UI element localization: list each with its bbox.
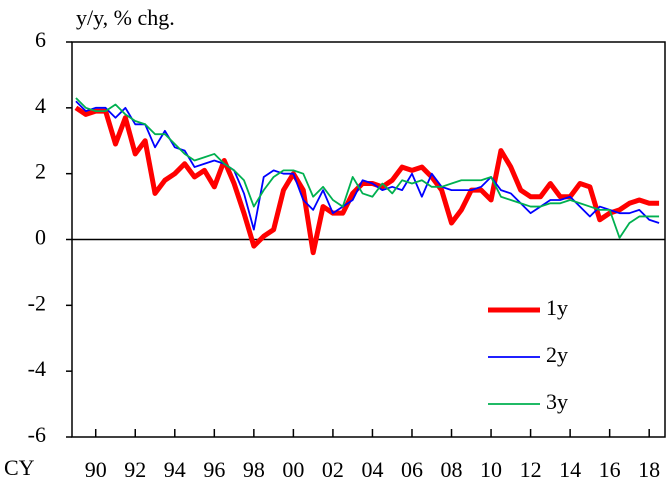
x-tick-label: 96 bbox=[203, 457, 225, 482]
x-tick-label: 04 bbox=[361, 457, 383, 482]
series-line bbox=[74, 105, 660, 256]
series-line bbox=[75, 100, 660, 231]
y-axis-label: y/y, % chg. bbox=[76, 5, 175, 30]
y-tick-label: 0 bbox=[35, 225, 46, 250]
y-tick-label: 4 bbox=[35, 93, 46, 118]
x-tick-label: 98 bbox=[243, 457, 265, 482]
x-tick-label: 08 bbox=[441, 457, 463, 482]
legend-label: 1y bbox=[546, 295, 568, 320]
y-tick-label: 6 bbox=[35, 27, 46, 52]
y-tick-label: -2 bbox=[28, 290, 46, 315]
x-tick-label: 00 bbox=[282, 457, 304, 482]
x-tick-label: 14 bbox=[559, 457, 581, 482]
x-tick-label: 92 bbox=[124, 457, 146, 482]
series-line bbox=[75, 97, 660, 239]
legend-label: 2y bbox=[546, 342, 568, 367]
y-tick-label: 2 bbox=[35, 159, 46, 184]
y-tick-label: -6 bbox=[28, 422, 46, 447]
x-tick-label: 12 bbox=[520, 457, 542, 482]
x-tick-label: 16 bbox=[599, 457, 621, 482]
x-tick-label: 90 bbox=[85, 457, 107, 482]
x-tick-label: 02 bbox=[322, 457, 344, 482]
legend-label: 3y bbox=[546, 389, 568, 414]
x-tick-label: 18 bbox=[638, 457, 660, 482]
x-tick-label: 06 bbox=[401, 457, 423, 482]
y-tick-label: -4 bbox=[28, 356, 46, 381]
x-axis-label: CY bbox=[4, 455, 35, 480]
x-tick-label: 94 bbox=[164, 457, 186, 482]
x-tick-label: 10 bbox=[480, 457, 502, 482]
